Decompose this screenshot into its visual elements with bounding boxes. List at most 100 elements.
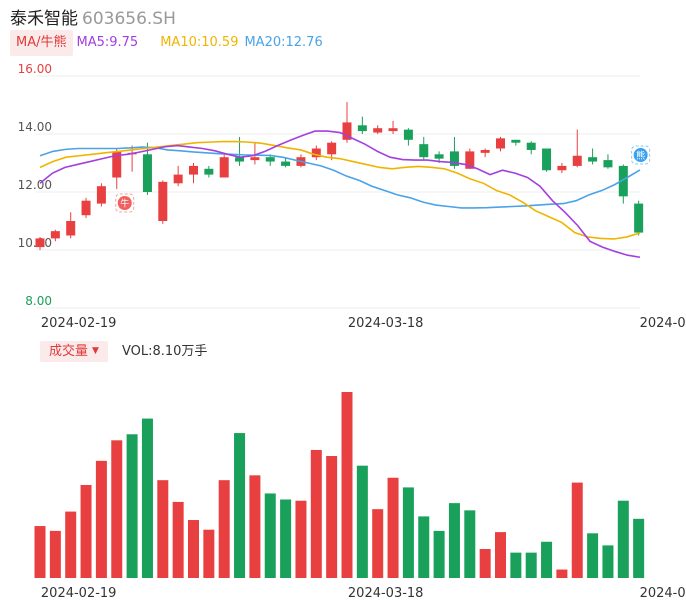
bear-icon: 熊 [631,145,651,165]
volume-x-axis: 2024-02-19 2024-03-18 2024-04-16 [41,586,686,601]
candle-body [526,142,536,150]
candle [588,148,598,165]
candle [250,142,260,165]
ma10-line [39,140,641,240]
date-tick-label: 2024-04-16 [640,316,686,331]
candle-body [235,157,245,162]
candle [557,163,567,174]
candle [603,154,613,169]
volume-bar [387,477,399,578]
ma-legend: MA/牛熊 MA5:9.75 MA10:10.59 MA20:12.76 [10,30,323,56]
price-y-axis: 8.00 10.00 12.00 14.00 16.00 [18,62,52,308]
price-tick-label: 10.00 [18,236,52,250]
candle-body [50,231,60,239]
ma-indicator-tab[interactable]: MA/牛熊 [10,30,73,56]
volume-bar [157,480,169,578]
volume-bar [356,465,368,578]
volume-bar [602,545,614,578]
candle-body [373,128,383,133]
volume-bar [495,532,506,578]
candle-body [618,165,628,197]
candle-body [142,154,152,192]
volume-bar [126,434,138,578]
candle [50,229,60,242]
volume-bar [172,501,184,578]
volume-bar [433,530,445,578]
volume-bar [372,509,384,578]
candle-body [557,165,567,171]
volume-bar [264,493,276,578]
price-tick-label: 16.00 [18,62,52,76]
candle-body [634,203,644,233]
candle [511,139,521,146]
volume-bar [295,500,307,578]
candle-body [342,122,352,140]
volume-bar [464,510,476,578]
candle [142,142,152,195]
volume-date-tick-label: 2024-04-16 [640,586,686,601]
candle-body [419,144,429,158]
marker-glyph: 牛 [120,198,129,210]
candle-body [465,151,475,169]
volume-bar [65,511,77,578]
candle [572,129,582,168]
volume-date-tick-label: 2024-02-19 [41,586,117,601]
volume-bar [218,480,230,578]
candle-body [265,157,275,162]
ma5-line [39,130,641,259]
candle-body [219,157,229,178]
candle-body [66,221,76,236]
candle [526,141,536,155]
candle [403,128,413,146]
volume-bar [111,440,123,578]
volume-bar [141,418,153,578]
moving-average-lines [39,130,641,259]
candle-body [250,157,260,161]
candle-body [96,186,106,204]
candle-body [357,125,367,132]
signal-markers: 牛熊 [115,145,651,213]
candle [96,183,106,207]
candlestick-series [35,102,644,250]
candle-body [189,165,198,175]
candle [419,136,429,161]
price-grid [36,75,640,309]
candle-body [311,148,321,158]
date-tick-label: 2024-02-19 [41,316,117,331]
marker-frame [115,193,135,213]
volume-indicator-tab[interactable]: 成交量 ▼ [40,341,108,362]
volume-series [34,392,645,578]
candle-body [449,151,459,166]
volume-bar [556,569,568,578]
dropdown-arrow-icon[interactable]: ▼ [92,346,99,356]
candle [173,165,183,187]
stock-title: 泰禾智能 603656.SH [10,4,176,29]
candle [373,125,383,134]
volume-bar [80,485,92,578]
candle-body [281,161,291,166]
candle-body [173,174,183,184]
candle-body [403,129,413,140]
candle [388,120,398,134]
candle [35,236,45,250]
volume-bar [510,552,522,578]
volume-bar [310,449,322,578]
volume-bar [525,552,537,578]
volume-bar [49,530,61,578]
ma10-legend: MA10:10.59 [160,35,239,50]
candle-body [603,160,613,168]
volume-bar [203,529,215,578]
volume-legend: 成交量 ▼ VOL:8.10万手 [40,341,207,362]
volume-bar [95,460,107,578]
price-tick-label: 8.00 [25,294,52,308]
volume-bar [541,541,553,578]
marker-dot [633,148,648,162]
ma20-legend: MA20:12.76 [244,35,323,50]
candle [204,165,214,178]
volume-bar [633,518,645,578]
volume-bar [34,526,46,578]
stock-code: 603656.SH [82,9,176,29]
volume-bar [448,503,460,578]
candle-body [327,142,337,155]
